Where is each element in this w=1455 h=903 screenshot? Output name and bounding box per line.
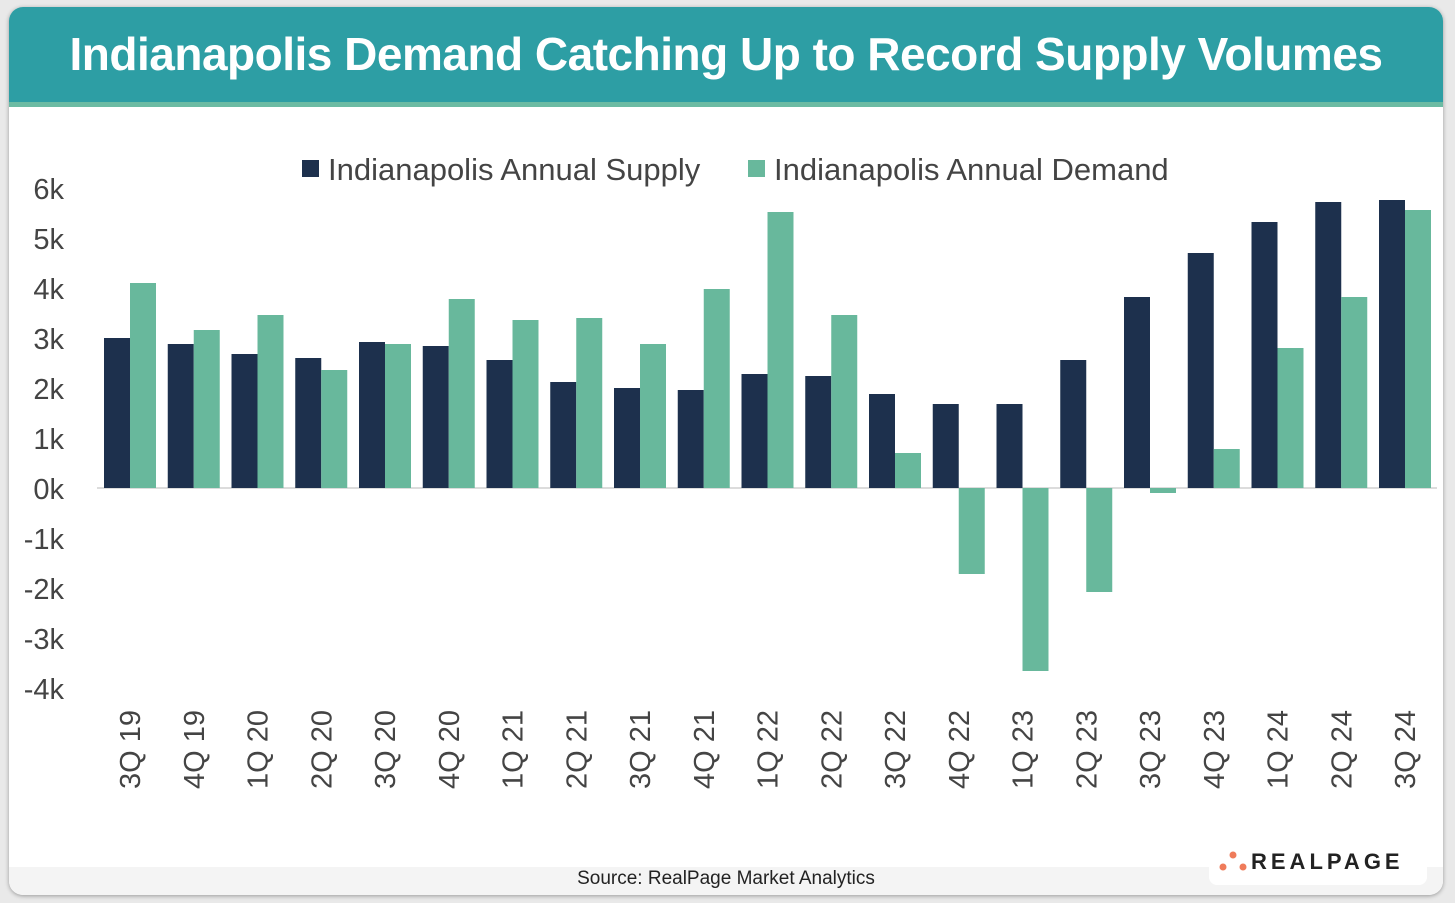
y-tick-label: -2k: [24, 574, 65, 606]
demand-bar: [958, 488, 985, 574]
logo-text: REALPAGE: [1251, 849, 1404, 874]
demand-bar: [1022, 488, 1049, 671]
y-tick-label: -4k: [24, 674, 65, 706]
y-tick-label: 0k: [33, 474, 64, 506]
supply-bar: [359, 342, 385, 488]
x-tick-label: 4Q 23: [1199, 710, 1231, 789]
x-tick-label: 3Q 19: [115, 710, 147, 789]
x-tick-label: 2Q 22: [816, 710, 848, 789]
x-tick-label: 4Q 22: [944, 710, 976, 789]
x-tick-label: 2Q 24: [1326, 710, 1358, 789]
demand-bar: [130, 283, 156, 488]
x-tick-label: 2Q 20: [306, 710, 338, 789]
source-note: Source: RealPage Market Analytics: [577, 868, 875, 889]
x-tick-label: 3Q 22: [880, 710, 912, 789]
y-tick-label: 6k: [33, 174, 64, 206]
legend-label: Indianapolis Annual Supply: [328, 152, 701, 187]
x-tick-label: 1Q 23: [1008, 710, 1040, 789]
x-tick-label: 3Q 24: [1390, 710, 1422, 789]
title-banner: Indianapolis Demand Catching Up to Recor…: [9, 7, 1443, 107]
supply-bar: [231, 354, 258, 488]
x-tick-label: 4Q 19: [179, 710, 211, 789]
demand-bar: [767, 212, 794, 488]
realpage-logo: REALPAGE: [1209, 841, 1427, 885]
x-tick-label: 3Q 23: [1135, 710, 1167, 789]
supply-bar: [932, 404, 959, 488]
demand-bar: [321, 370, 348, 488]
demand-bar: [1086, 488, 1113, 592]
x-tick-label: 1Q 21: [498, 710, 530, 789]
demand-bar: [640, 344, 666, 488]
x-tick-label: 1Q 22: [753, 710, 785, 789]
chart-title: Indianapolis Demand Catching Up to Recor…: [69, 28, 1383, 80]
supply-bar: [614, 388, 640, 488]
demand-bar: [1341, 297, 1368, 488]
supply-bar: [167, 344, 194, 488]
supply-bar: [1124, 297, 1150, 488]
demand-bar: [1277, 348, 1304, 488]
supply-bar: [295, 358, 322, 488]
supply-bar: [422, 346, 449, 488]
logo-dots-icon: [1219, 851, 1247, 871]
supply-bar: [1251, 222, 1278, 488]
demand-bar: [512, 320, 539, 488]
supply-bar: [1060, 360, 1087, 488]
footer: Source: RealPage Market Analytics: [9, 867, 1443, 895]
x-tick-label: 4Q 20: [434, 710, 466, 789]
x-tick-label: 2Q 21: [561, 710, 593, 789]
demand-bar: [1150, 488, 1176, 493]
x-tick-label: 2Q 23: [1071, 710, 1103, 789]
supply-bar: [996, 404, 1023, 488]
supply-bar: [1187, 253, 1214, 488]
x-tick-label: 4Q 21: [689, 710, 721, 789]
supply-bar: [741, 374, 768, 488]
demand-bar: [703, 289, 730, 488]
supply-bar: [677, 390, 704, 488]
y-tick-label: 2k: [33, 374, 64, 406]
supply-bar: [805, 376, 832, 488]
y-tick-label: 1k: [33, 424, 64, 456]
demand-bar: [193, 330, 220, 488]
supply-bar: [1379, 200, 1405, 488]
y-tick-label: 5k: [33, 224, 64, 256]
x-tick-label: 1Q 24: [1263, 710, 1295, 789]
demand-bar: [895, 453, 921, 488]
demand-bar: [448, 299, 475, 488]
demand-bar: [1405, 210, 1431, 488]
x-tick-label: 3Q 21: [625, 710, 657, 789]
demand-bar: [257, 315, 284, 488]
x-tick-label: 1Q 20: [243, 710, 275, 789]
y-tick-label: 3k: [33, 324, 64, 356]
y-tick-label: 4k: [33, 274, 64, 306]
y-tick-label: -1k: [24, 524, 65, 556]
demand-bar: [1213, 449, 1240, 488]
legend-label: Indianapolis Annual Demand: [774, 152, 1169, 187]
demand-bar: [831, 315, 858, 488]
x-tick-label: 3Q 20: [370, 710, 402, 789]
supply-bar: [1315, 202, 1342, 488]
supply-bar: [550, 382, 577, 488]
supply-bar: [869, 394, 895, 488]
y-tick-label: -3k: [24, 624, 65, 656]
demand-bar: [576, 318, 603, 488]
demand-bar: [385, 344, 411, 488]
supply-bar: [104, 338, 130, 488]
demand-legend-swatch: [748, 160, 765, 177]
supply-legend-swatch: [302, 160, 319, 177]
supply-bar: [486, 360, 513, 488]
